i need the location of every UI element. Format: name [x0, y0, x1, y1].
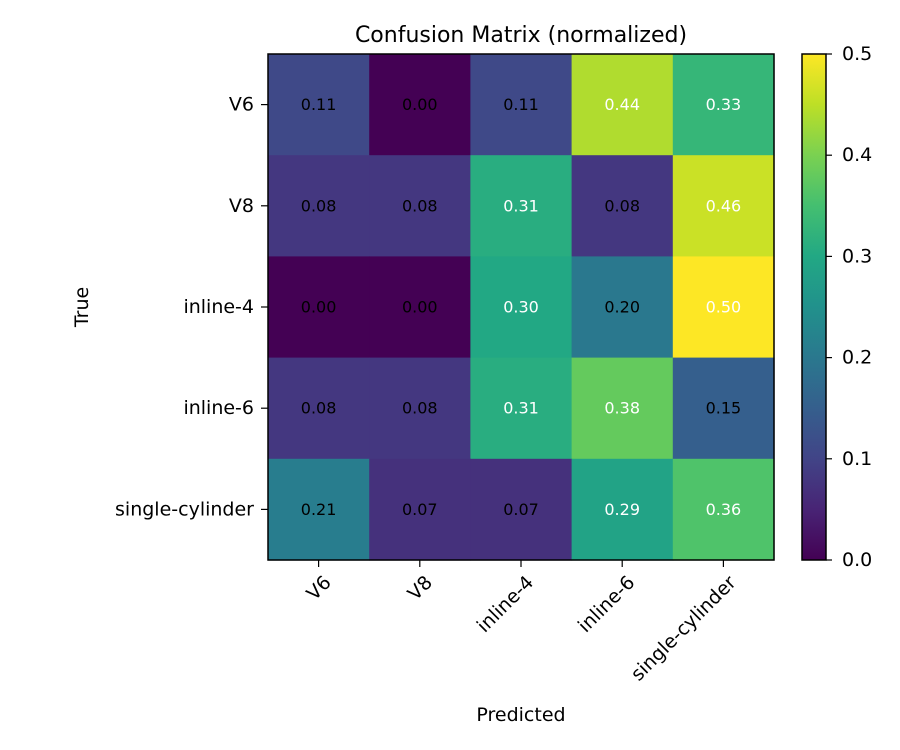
heatmap-cell [470, 458, 573, 561]
colorbar-tick-label: 0.1 [842, 448, 872, 470]
colorbar-tick-label: 0.3 [842, 245, 872, 267]
heatmap-cell [470, 256, 573, 359]
heatmap-cell [571, 357, 674, 460]
cell-value-label: 0.36 [706, 500, 742, 519]
x-axis-label: Predicted [476, 704, 565, 726]
heatmap-cell [268, 256, 370, 359]
cell-value-label: 0.31 [503, 399, 539, 418]
x-tick-label: V8 [404, 572, 437, 605]
cell-value-label: 0.07 [402, 500, 438, 519]
heatmap-cell [470, 155, 573, 257]
cell-value-label: 0.50 [706, 298, 742, 317]
chart-title: Confusion Matrix (normalized) [355, 23, 687, 48]
x-tick-label: inline-6 [574, 572, 639, 637]
heatmap-cell [369, 357, 471, 460]
heatmap-cell [268, 458, 370, 561]
cell-value-label: 0.44 [604, 95, 640, 114]
colorbar-tick-label: 0.2 [842, 347, 872, 369]
heatmap-cells [268, 54, 775, 561]
heatmap-cell [268, 357, 370, 460]
y-tick-label: single-cylinder [115, 498, 254, 520]
colorbar-tick-label: 0.5 [842, 43, 872, 65]
y-axis: V6 V8 inline-4 inline-6 single-cylinder [115, 94, 268, 520]
cell-value-label: 0.15 [706, 399, 742, 418]
cell-value-label: 0.20 [604, 298, 640, 317]
cell-value-label: 0.08 [604, 196, 640, 215]
colorbar-ticks: 0.0 0.1 0.2 0.3 0.4 0.5 [826, 43, 872, 571]
cell-value-label: 0.11 [301, 95, 337, 114]
cell-value-label: 0.08 [301, 196, 337, 215]
y-tick-label: V8 [229, 195, 254, 217]
heatmap-cell [369, 256, 471, 359]
heatmap-cell [571, 54, 674, 156]
cell-value-label: 0.29 [604, 500, 640, 519]
heatmap-cell [470, 357, 573, 460]
colorbar-frame [801, 53, 827, 561]
cell-value-label: 0.30 [503, 298, 539, 317]
x-tick-label: single-cylinder [627, 571, 741, 685]
cell-value-label: 0.00 [402, 95, 438, 114]
heatmap-cell [672, 256, 775, 359]
heatmap-cell [571, 458, 674, 561]
y-tick-label: V6 [229, 94, 254, 116]
cell-value-label: 0.08 [301, 399, 337, 418]
y-axis-label: True [71, 287, 93, 328]
heatmap-cell [672, 54, 775, 156]
heatmap-cell-labels: 0.11 0.00 0.11 0.44 0.33 0.08 0.08 0.31 0.08 0.46… [301, 95, 741, 519]
colorbar: 0.0 0.1 0.2 0.3 0.4 0.5 [801, 43, 872, 571]
heatmap-cell [268, 155, 370, 257]
cell-value-label: 0.08 [402, 399, 438, 418]
cell-value-label: 0.33 [706, 95, 742, 114]
heatmap-cell [470, 54, 573, 156]
y-tick-label: inline-4 [183, 296, 254, 318]
cell-value-label: 0.00 [301, 298, 337, 317]
heatmap-cell [369, 54, 471, 156]
heatmap-cell [672, 458, 775, 561]
cell-value-label: 0.08 [402, 196, 438, 215]
heatmap-cell [672, 357, 775, 460]
cell-value-label: 0.31 [503, 196, 539, 215]
x-tick-label: V6 [302, 572, 335, 605]
x-tick-label: inline-4 [473, 572, 538, 637]
cell-value-label: 0.46 [706, 196, 742, 215]
colorbar-gradient [802, 54, 826, 560]
heatmap-cell [268, 54, 370, 156]
colorbar-tick-label: 0.0 [842, 549, 872, 571]
heatmap-cell [672, 155, 775, 257]
cell-value-label: 0.00 [402, 298, 438, 317]
heatmap-cell [369, 155, 471, 257]
heatmap-cell [369, 458, 471, 561]
heatmap-cell [571, 155, 674, 257]
cell-value-label: 0.21 [301, 500, 337, 519]
cell-value-label: 0.11 [503, 95, 539, 114]
cell-value-label: 0.38 [604, 399, 640, 418]
colorbar-tick-label: 0.4 [842, 144, 872, 166]
cell-value-label: 0.07 [503, 500, 539, 519]
heatmap-cell [571, 256, 674, 359]
y-tick-label: inline-6 [183, 397, 254, 419]
